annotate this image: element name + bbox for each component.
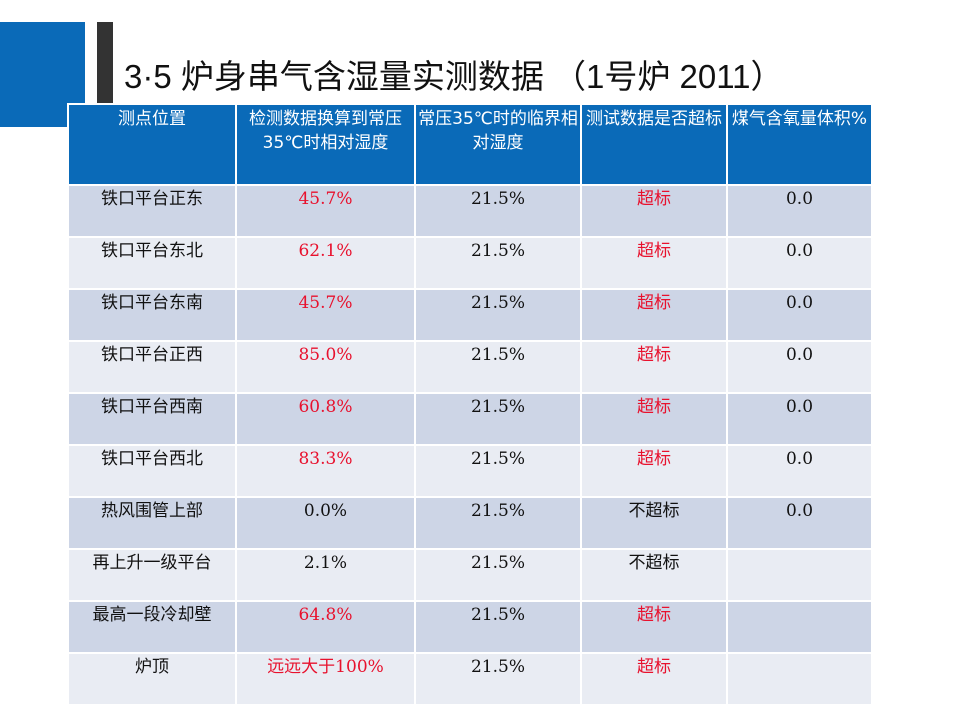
header-oxygen: 煤气含氧量体积%	[726, 103, 873, 186]
table-row: 铁口平台正西 85.0% 21.5% 超标 0.0	[67, 340, 873, 394]
oxygen-cell: 0.0	[726, 340, 873, 394]
humidity-cell: 62.1%	[235, 236, 416, 290]
critical-humidity-cell: 21.5%	[414, 184, 582, 238]
exceeds-cell: 超标	[580, 444, 728, 498]
measurement-table: 测点位置 检测数据换算到常压35℃时相对湿度 常压35℃时的临界相对湿度 测试数…	[67, 103, 873, 706]
location-cell: 最高一段冷却壁	[67, 600, 237, 654]
location-cell: 铁口平台正西	[67, 340, 237, 394]
slide-title: 3·5 炉身串气含湿量实测数据 （1号炉 2011）	[124, 58, 784, 95]
critical-humidity-cell: 21.5%	[414, 288, 582, 342]
location-cell: 再上升一级平台	[67, 548, 237, 602]
exceeds-cell: 不超标	[580, 496, 728, 550]
oxygen-cell: 0.0	[726, 288, 873, 342]
table-row: 铁口平台西北 83.3% 21.5% 超标 0.0	[67, 444, 873, 498]
oxygen-cell	[726, 600, 873, 654]
table-row: 最高一段冷却壁 64.8% 21.5% 超标	[67, 600, 873, 654]
location-cell: 热风围管上部	[67, 496, 237, 550]
humidity-cell: 2.1%	[235, 548, 416, 602]
exceeds-cell: 超标	[580, 392, 728, 446]
exceeds-cell: 超标	[580, 340, 728, 394]
critical-humidity-cell: 21.5%	[414, 340, 582, 394]
location-cell: 铁口平台正东	[67, 184, 237, 238]
humidity-cell: 83.3%	[235, 444, 416, 498]
exceeds-cell: 不超标	[580, 548, 728, 602]
table-row: 热风围管上部 0.0% 21.5% 不超标 0.0	[67, 496, 873, 550]
critical-humidity-cell: 21.5%	[414, 444, 582, 498]
exceeds-cell: 超标	[580, 600, 728, 654]
location-cell: 炉顶	[67, 652, 237, 706]
decorative-dark-bar	[97, 22, 113, 103]
humidity-cell: 45.7%	[235, 288, 416, 342]
oxygen-cell: 0.0	[726, 184, 873, 238]
exceeds-cell: 超标	[580, 184, 728, 238]
humidity-cell: 0.0%	[235, 496, 416, 550]
exceeds-cell: 超标	[580, 236, 728, 290]
table-row: 铁口平台正东 45.7% 21.5% 超标 0.0	[67, 184, 873, 238]
header-location: 测点位置	[67, 103, 237, 186]
location-cell: 铁口平台东北	[67, 236, 237, 290]
table-row: 再上升一级平台 2.1% 21.5% 不超标	[67, 548, 873, 602]
humidity-cell: 64.8%	[235, 600, 416, 654]
humidity-cell: 45.7%	[235, 184, 416, 238]
oxygen-cell	[726, 548, 873, 602]
table-row: 炉顶 远远大于100% 21.5% 超标	[67, 652, 873, 706]
critical-humidity-cell: 21.5%	[414, 392, 582, 446]
critical-humidity-cell: 21.5%	[414, 496, 582, 550]
critical-humidity-cell: 21.5%	[414, 652, 582, 706]
location-cell: 铁口平台西南	[67, 392, 237, 446]
table-row: 铁口平台东南 45.7% 21.5% 超标 0.0	[67, 288, 873, 342]
exceeds-cell: 超标	[580, 652, 728, 706]
humidity-cell: 85.0%	[235, 340, 416, 394]
critical-humidity-cell: 21.5%	[414, 600, 582, 654]
location-cell: 铁口平台东南	[67, 288, 237, 342]
table-row: 铁口平台东北 62.1% 21.5% 超标 0.0	[67, 236, 873, 290]
table-header-row: 测点位置 检测数据换算到常压35℃时相对湿度 常压35℃时的临界相对湿度 测试数…	[67, 103, 873, 186]
oxygen-cell: 0.0	[726, 444, 873, 498]
humidity-cell: 远远大于100%	[235, 652, 416, 706]
exceeds-cell: 超标	[580, 288, 728, 342]
humidity-cell: 60.8%	[235, 392, 416, 446]
header-exceeds: 测试数据是否超标	[580, 103, 728, 186]
critical-humidity-cell: 21.5%	[414, 236, 582, 290]
header-critical-humidity: 常压35℃时的临界相对湿度	[414, 103, 582, 186]
oxygen-cell: 0.0	[726, 392, 873, 446]
critical-humidity-cell: 21.5%	[414, 548, 582, 602]
location-cell: 铁口平台西北	[67, 444, 237, 498]
table-row: 铁口平台西南 60.8% 21.5% 超标 0.0	[67, 392, 873, 446]
oxygen-cell	[726, 652, 873, 706]
oxygen-cell: 0.0	[726, 496, 873, 550]
header-humidity: 检测数据换算到常压35℃时相对湿度	[235, 103, 416, 186]
oxygen-cell: 0.0	[726, 236, 873, 290]
